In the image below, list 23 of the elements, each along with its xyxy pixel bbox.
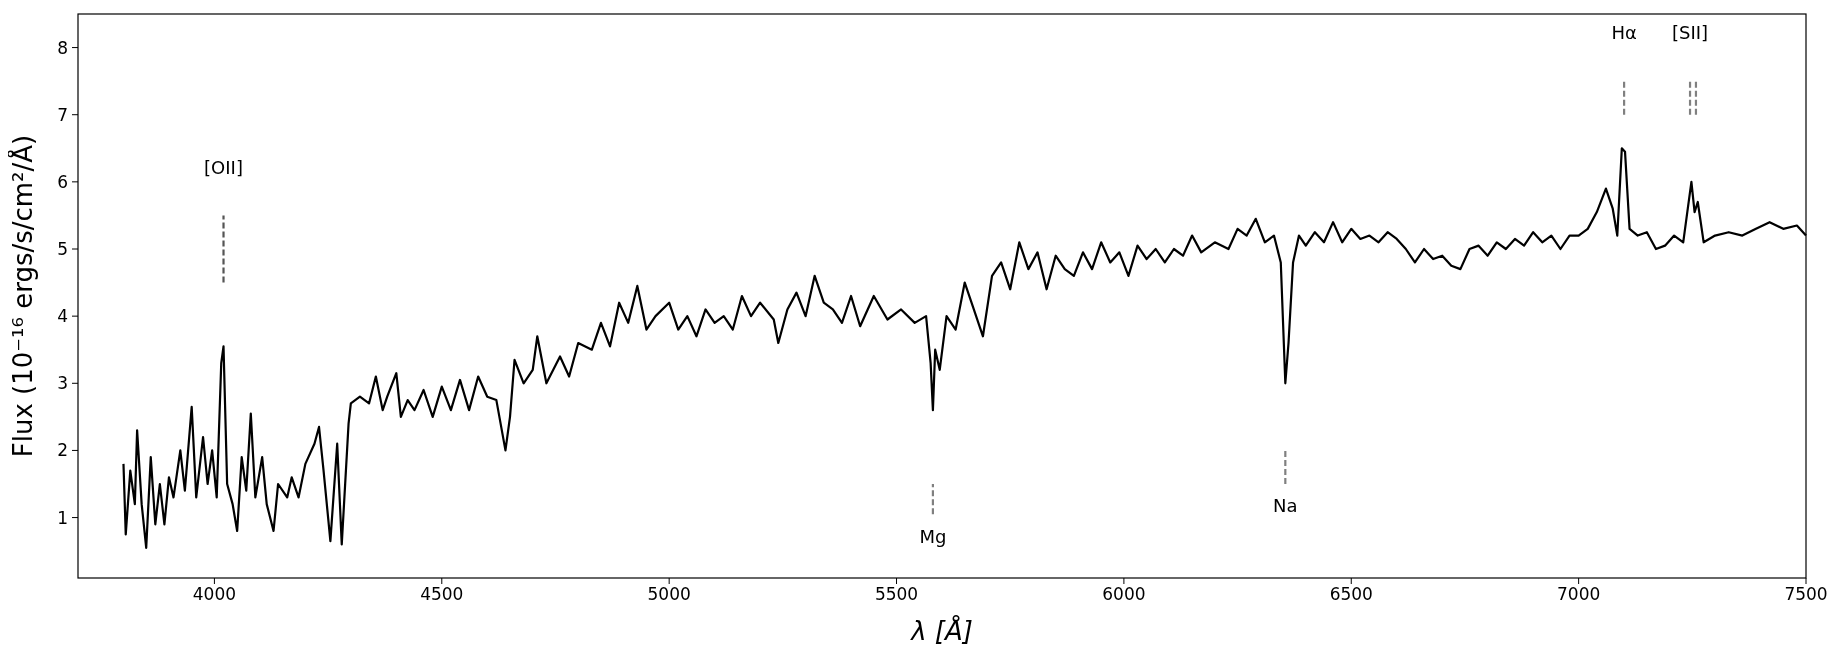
x-tick-label: 4000 xyxy=(192,584,237,604)
y-tick-label: 6 xyxy=(57,171,68,192)
y-tick-label: 3 xyxy=(57,373,68,394)
y-tick-label: 1 xyxy=(57,507,68,528)
annotation: Na xyxy=(1273,495,1298,517)
x-axis-title: λ [Å] xyxy=(909,615,973,646)
y-axis-title: Flux (10⁻¹⁶ ergs/s/cm²/Å) xyxy=(7,134,38,458)
y-tick-label: 8 xyxy=(57,37,68,58)
annotation: Mg xyxy=(919,525,947,547)
x-tick-label: 6000 xyxy=(1102,584,1146,604)
y-tick-label: 7 xyxy=(57,104,68,125)
y-tick-label: 4 xyxy=(57,306,68,327)
annotation: [SII] xyxy=(1672,22,1709,44)
x-tick-label: 7000 xyxy=(1557,584,1601,604)
annotation: [OII] xyxy=(204,156,243,178)
y-tick-label: 2 xyxy=(57,440,68,461)
x-tick-label: 4500 xyxy=(420,584,464,604)
x-tick-label: 5500 xyxy=(874,584,919,604)
x-tick-label: 6500 xyxy=(1329,584,1373,604)
annotation: Hα xyxy=(1611,22,1637,44)
y-tick-label: 5 xyxy=(57,238,68,259)
x-tick-label: 5000 xyxy=(647,584,691,604)
x-tick-label: 7500 xyxy=(1784,584,1828,604)
